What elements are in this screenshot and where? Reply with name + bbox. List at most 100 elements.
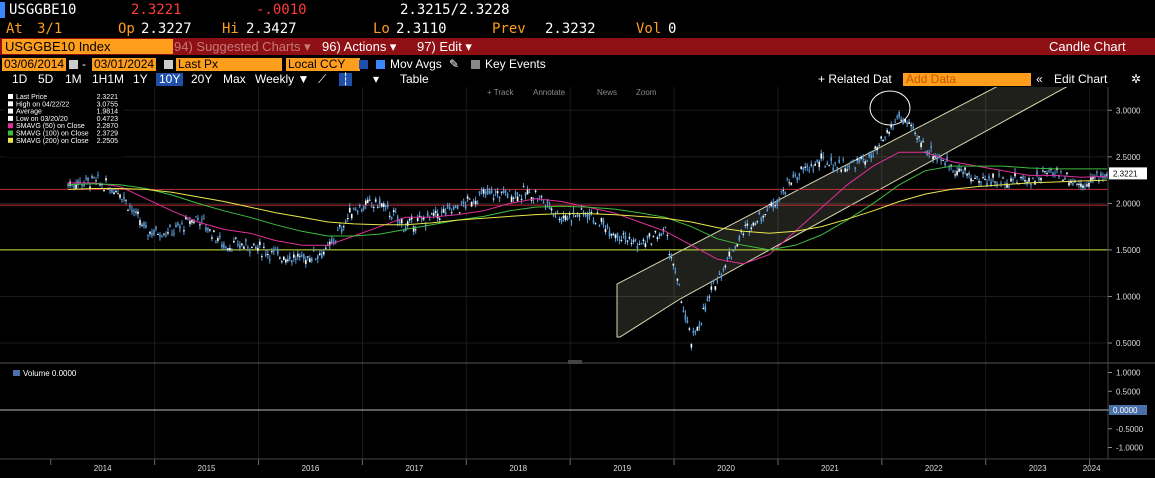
mov-avgs-label[interactable]: Mov Avgs xyxy=(390,57,442,71)
candle-body xyxy=(1030,183,1032,186)
candle-body xyxy=(342,226,345,228)
candle-body xyxy=(958,168,960,172)
candle-body xyxy=(916,138,918,140)
candle-body xyxy=(121,198,123,200)
period-1m[interactable]: 1M xyxy=(65,72,82,86)
candle-body xyxy=(235,237,237,239)
candle-body xyxy=(502,190,505,193)
table-button[interactable]: Table xyxy=(400,72,429,86)
chart-area[interactable]: + Track Annotate News Zoom Last Price 2.3… xyxy=(0,87,1155,478)
candle-body xyxy=(219,235,221,238)
line-chart-icon[interactable]: ⟋ xyxy=(318,72,327,86)
candle-body xyxy=(1064,177,1066,180)
candle-body xyxy=(287,259,289,261)
candle-body xyxy=(548,206,551,210)
actions-menu[interactable]: 96) Actions ▾ xyxy=(322,39,397,54)
edit-chart-button[interactable]: Edit Chart xyxy=(1054,72,1108,86)
candle-body xyxy=(273,250,275,252)
candle-body xyxy=(936,158,938,161)
candle-body xyxy=(756,221,759,223)
peak-circle-annotation[interactable] xyxy=(869,90,911,126)
candle-body xyxy=(904,119,906,123)
candle-body xyxy=(842,159,845,161)
candle-body xyxy=(73,185,75,189)
volume-legend-swatch xyxy=(13,370,20,376)
candle-body xyxy=(1092,176,1094,180)
candle-body xyxy=(97,174,99,176)
candle-body xyxy=(1068,182,1070,186)
legend-value: 2.3729 xyxy=(97,131,119,138)
candle-body xyxy=(195,216,197,218)
period-1h1m[interactable]: 1H1M xyxy=(92,72,125,86)
mov-avgs-checkbox[interactable] xyxy=(376,60,385,69)
quote-header: USGGBE10 2.3221 -.0010 2.3215/2.3228 xyxy=(0,0,1155,20)
security-field[interactable]: USGGBE10 Index xyxy=(2,39,173,54)
candle-body xyxy=(488,191,491,195)
chart-type-label[interactable]: Candle Chart xyxy=(1049,39,1126,54)
period-1d[interactable]: 1D xyxy=(12,72,28,86)
candle-body xyxy=(179,226,181,229)
candle-body xyxy=(572,211,575,215)
candle-icon[interactable]: ┆ xyxy=(339,73,353,86)
x-tick-label: 2021 xyxy=(821,464,839,473)
legend-label: Last Price xyxy=(16,94,47,101)
frequency-select[interactable]: Weekly ▼ xyxy=(255,72,310,86)
candle-body xyxy=(338,224,341,227)
annotate-tool[interactable]: Annotate xyxy=(533,88,566,97)
bid-ask: 2.3215/2.3228 xyxy=(400,2,510,18)
candle-body xyxy=(478,191,481,194)
candle-body xyxy=(480,189,483,192)
field-select[interactable]: Last Px xyxy=(176,58,282,71)
calendar-icon[interactable] xyxy=(164,60,173,69)
candle-body xyxy=(147,234,149,236)
period-10y[interactable]: 10Y xyxy=(156,73,184,86)
chevron-down-icon[interactable] xyxy=(359,60,368,69)
volume-tick-label: 1.0000 xyxy=(1116,369,1141,378)
edit-menu[interactable]: 97) Edit ▾ xyxy=(417,39,472,54)
candle-body xyxy=(588,211,591,217)
period-20y[interactable]: 20Y xyxy=(191,72,213,86)
candle-body xyxy=(912,126,914,129)
key-events-checkbox[interactable] xyxy=(471,60,480,69)
candle-body xyxy=(524,192,527,196)
news-tool[interactable]: News xyxy=(597,88,617,97)
candle-body xyxy=(412,226,415,232)
candle-body xyxy=(850,160,853,162)
candle-body xyxy=(293,254,295,258)
candle-body xyxy=(1052,172,1054,176)
period-max[interactable]: Max xyxy=(223,72,246,86)
collapse-icon[interactable]: « xyxy=(1036,72,1043,86)
related-data-button[interactable]: + Related Dat xyxy=(818,72,892,86)
candle-body xyxy=(1096,171,1098,174)
start-date-field[interactable]: 03/06/2014 xyxy=(2,57,67,71)
candle-body xyxy=(155,226,157,230)
chevron-down-icon[interactable]: ▾ xyxy=(373,72,380,86)
pencil-icon[interactable]: ✎ xyxy=(449,57,460,71)
channel-annotation[interactable] xyxy=(616,87,1070,338)
legend-value: 1.9814 xyxy=(97,109,119,116)
x-tick-label: 2016 xyxy=(302,464,320,473)
period-5d[interactable]: 5D xyxy=(38,72,54,86)
calendar-icon[interactable] xyxy=(69,60,78,69)
candle-body xyxy=(175,224,177,228)
candle-body xyxy=(600,217,603,222)
candle-body xyxy=(694,331,697,333)
candle-body xyxy=(350,213,353,219)
candle-body xyxy=(782,190,785,192)
track-tool[interactable]: + Track xyxy=(487,88,514,97)
zoom-tool[interactable]: Zoom xyxy=(636,88,657,97)
panel-resize-handle[interactable] xyxy=(568,360,582,364)
candle-body xyxy=(864,161,866,165)
currency-select[interactable]: Local CCY xyxy=(286,58,360,71)
end-date-field[interactable]: 03/01/2024 xyxy=(92,57,157,71)
period-1y[interactable]: 1Y xyxy=(133,72,148,86)
add-data-input[interactable]: Add Data xyxy=(903,73,1031,86)
key-events-label[interactable]: Key Events xyxy=(485,57,546,71)
gear-icon[interactable]: ✲ xyxy=(1131,72,1142,86)
ticker-symbol[interactable]: USGGBE10 xyxy=(9,2,77,18)
suggested-charts-menu[interactable]: 94) Suggested Charts ▾ xyxy=(174,39,311,54)
candle-body xyxy=(1008,185,1010,188)
candle-body xyxy=(682,310,685,313)
legend-label: SMAVG (50) on Close xyxy=(16,123,85,130)
candle-body xyxy=(886,130,888,133)
